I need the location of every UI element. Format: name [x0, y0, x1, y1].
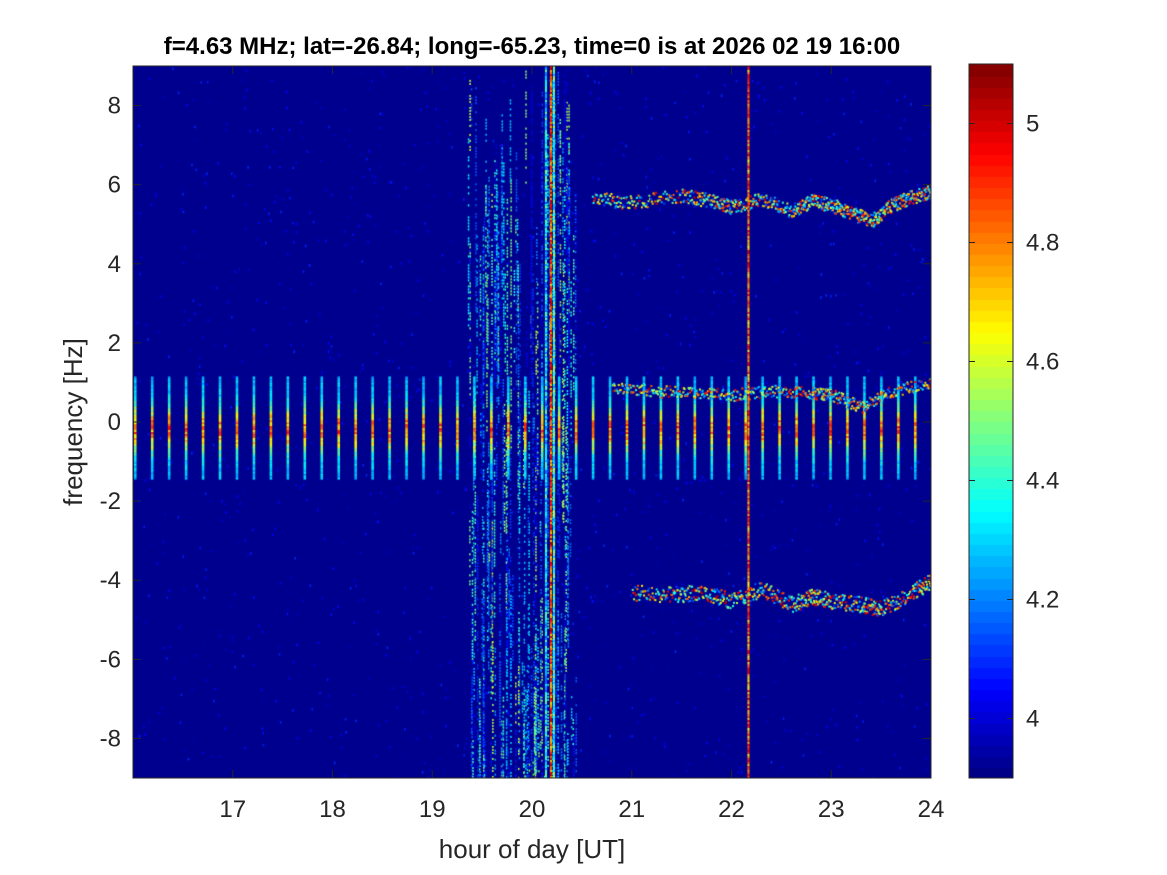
x-tick-label: 21 [618, 796, 645, 823]
colorbar-axis: 4 4.2 4.4 4.6 4.8 5 [968, 63, 1059, 779]
x-tick-label: 18 [319, 796, 346, 823]
colorbar-frame [968, 63, 1014, 779]
y-tick-label: -8 [100, 725, 121, 752]
y-tick-label: 2 [108, 330, 121, 357]
x-tick-label: 17 [219, 796, 246, 823]
x-tick-label: 23 [818, 796, 845, 823]
x-tick-label: 20 [519, 796, 546, 823]
plot-frame [132, 65, 932, 779]
colorbar-tick-label: 4.2 [1026, 587, 1059, 614]
y-axis: -8 -6 -4 -2 0 2 4 6 8 [100, 65, 932, 779]
y-tick-label: -4 [100, 567, 121, 594]
x-axis: 17 18 19 20 21 22 23 24 [219, 66, 944, 823]
x-tick-label: 19 [419, 796, 446, 823]
colorbar-tick-label: 4 [1026, 706, 1039, 733]
colorbar-gradient [969, 64, 1013, 778]
x-tick-label: 22 [718, 796, 745, 823]
y-tick-label: 4 [108, 251, 121, 278]
y-axis-label: frequency [Hz] [58, 338, 88, 506]
y-tick-label: -2 [100, 488, 121, 515]
x-axis-label: hour of day [UT] [439, 834, 625, 864]
colorbar-tick-label: 4.4 [1026, 468, 1059, 495]
heatmap-image [133, 66, 931, 778]
y-tick-label: 6 [108, 172, 121, 199]
x-tick-label: 24 [918, 796, 945, 823]
chart-title: f=4.63 MHz; lat=-26.84; long=-65.23, tim… [164, 33, 900, 60]
y-tick-label: -6 [100, 646, 121, 673]
colorbar-tick-label: 4.8 [1026, 230, 1059, 257]
y-tick-label: 8 [108, 93, 121, 120]
y-tick-label: 0 [108, 409, 121, 436]
colorbar-tick-label: 4.6 [1026, 349, 1059, 376]
colorbar-tick-label: 5 [1026, 111, 1039, 138]
